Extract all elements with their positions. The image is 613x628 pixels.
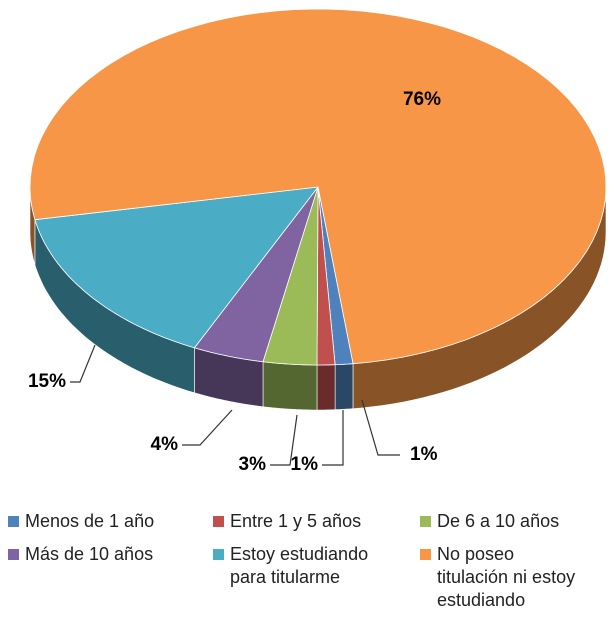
legend-item: De 6 a 10 años bbox=[420, 510, 610, 533]
leader-line bbox=[322, 410, 344, 466]
pie-side bbox=[316, 364, 336, 411]
leader-line bbox=[70, 344, 96, 383]
legend-label: Entre 1 y 5 años bbox=[230, 511, 362, 531]
data-label: 1% bbox=[291, 454, 319, 475]
pie-slice bbox=[29, 8, 607, 365]
legend-item: Entre 1 y 5 años bbox=[213, 510, 403, 533]
legend-label: De 6 a 10 años bbox=[437, 511, 560, 531]
pie-slice bbox=[193, 186, 319, 363]
legend-item: Menos de 1 año bbox=[8, 510, 198, 533]
legend-swatch bbox=[420, 549, 431, 560]
leader-line bbox=[361, 399, 400, 456]
data-label: 4% bbox=[151, 434, 179, 455]
pie-side bbox=[262, 361, 318, 411]
data-label: 15% bbox=[28, 371, 66, 392]
legend-swatch bbox=[213, 516, 224, 527]
pie-slice bbox=[316, 186, 336, 366]
leader-line bbox=[270, 414, 298, 466]
legend-item: Estoy estudiando para titularme bbox=[213, 543, 408, 589]
pie-side bbox=[334, 363, 354, 410]
pie-slice bbox=[34, 186, 319, 349]
data-label: 76% bbox=[403, 89, 441, 110]
legend-label: Menos de 1 año bbox=[25, 511, 155, 531]
legend-swatch bbox=[8, 549, 19, 560]
legend-label: Estoy estudiando para titularme bbox=[230, 544, 369, 587]
legend-swatch bbox=[213, 549, 224, 560]
legend-item: No poseo titulación ni estoy estudiando bbox=[420, 543, 585, 612]
legend-item: Más de 10 años bbox=[8, 543, 198, 566]
legend-label: No poseo titulación ni estoy estudiando bbox=[437, 544, 576, 610]
leader-line bbox=[182, 409, 233, 446]
legend-label: Más de 10 años bbox=[25, 544, 154, 564]
data-label: 1% bbox=[410, 444, 438, 465]
legend-swatch bbox=[8, 516, 19, 527]
legend-swatch bbox=[420, 516, 431, 527]
data-label: 3% bbox=[239, 454, 267, 475]
pie-area: 1% 1% 3% 4% 15% 76% bbox=[28, 8, 607, 475]
